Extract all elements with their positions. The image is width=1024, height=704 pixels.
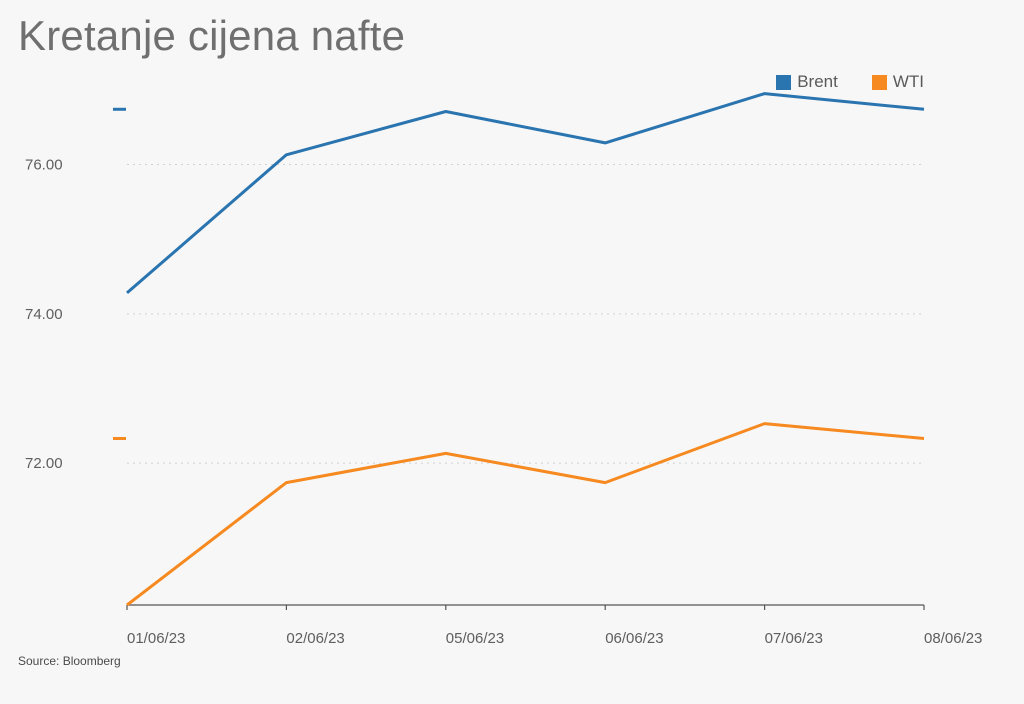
x-tick-label: 08/06/23 <box>924 630 982 647</box>
legend-item-wti: WTI <box>871 72 924 92</box>
legend-label-wti: WTI <box>892 72 924 91</box>
chart-legend: Brent WTI <box>776 72 924 92</box>
y-tick-label: 74.00 <box>25 306 63 323</box>
chart-title: Kretanje cijena nafte <box>18 12 406 59</box>
legend-item-brent: Brent <box>776 72 838 92</box>
series-line-wti <box>126 422 925 607</box>
y-tick-label: 72.00 <box>25 455 63 472</box>
x-tick-label: 07/06/23 <box>765 630 823 647</box>
legend-swatch-brent <box>776 74 792 90</box>
legend-label-brent: Brent <box>797 72 838 91</box>
x-tick-label: 06/06/23 <box>605 630 663 647</box>
source-note: Source: Bloomberg <box>18 654 121 668</box>
y-tick-label: 76.00 <box>25 157 63 174</box>
legend-swatch-wti <box>871 74 887 90</box>
x-tick-label: 02/06/23 <box>286 630 344 647</box>
x-tick-label: 01/06/23 <box>127 630 185 647</box>
x-tick-label: 05/06/23 <box>446 630 504 647</box>
series-line-brent <box>126 92 925 295</box>
